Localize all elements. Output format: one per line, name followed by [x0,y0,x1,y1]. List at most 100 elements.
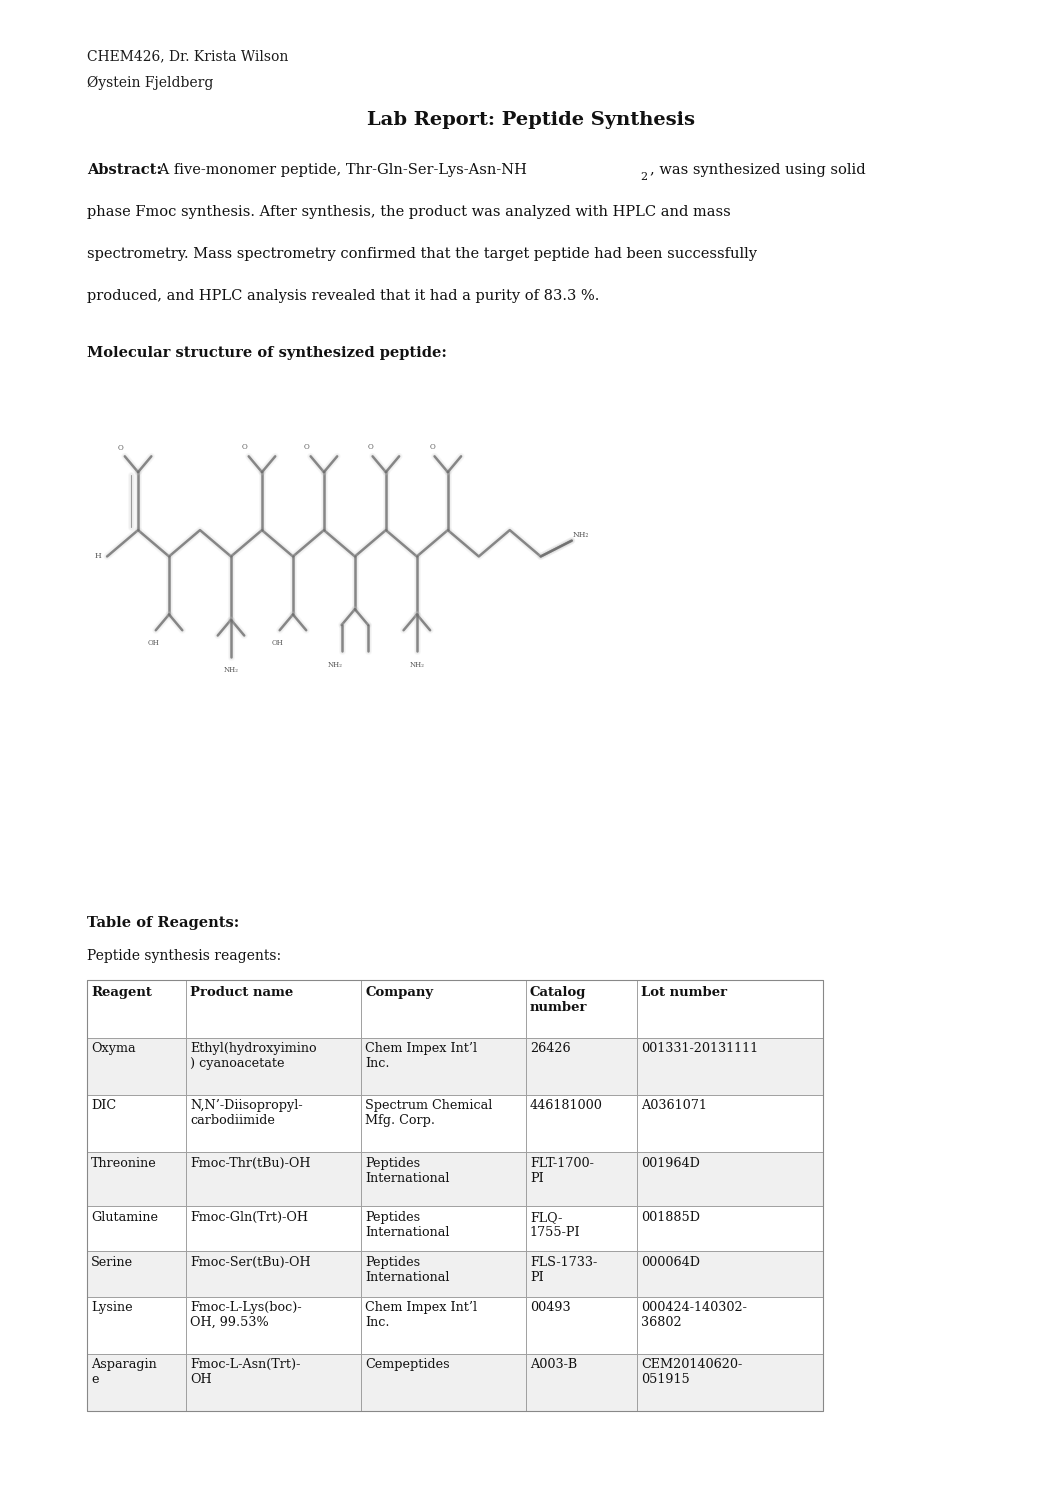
Bar [526,1354,637,1411]
Bar [637,1038,823,1095]
Text: Peptides
International: Peptides International [365,1157,450,1185]
Text: O: O [304,443,309,450]
Text: Catalog
number: Catalog number [530,986,587,1015]
Text: Lab Report: Peptide Synthesis: Lab Report: Peptide Synthesis [367,111,695,130]
Text: 001885D: 001885D [641,1211,701,1224]
Bar [87,1206,186,1251]
Bar [361,1038,526,1095]
Text: Oxyma: Oxyma [91,1042,136,1056]
Text: Ethyl(hydroxyimino
) cyanoacetate: Ethyl(hydroxyimino ) cyanoacetate [190,1042,316,1071]
Text: 001964D: 001964D [641,1157,700,1170]
Text: Serine: Serine [91,1256,134,1270]
Text: Fmoc-L-Asn(Trt)-
OH: Fmoc-L-Asn(Trt)- OH [190,1358,301,1387]
Bar [87,980,186,1038]
Bar [526,1152,637,1206]
Text: Company: Company [365,986,433,1000]
Bar [186,980,361,1038]
Text: CHEM426, Dr. Krista Wilson: CHEM426, Dr. Krista Wilson [87,50,289,63]
Bar [361,1297,526,1354]
Bar [87,1095,186,1152]
Text: Peptides
International: Peptides International [365,1211,450,1239]
Text: FLT-1700-
PI: FLT-1700- PI [530,1157,594,1185]
Bar [361,1206,526,1251]
Text: OH: OH [272,640,284,648]
Text: Table of Reagents:: Table of Reagents: [87,916,239,929]
Text: Molecular structure of synthesized peptide:: Molecular structure of synthesized pepti… [87,346,447,360]
Text: Product name: Product name [190,986,293,1000]
Bar [87,1251,186,1297]
Text: NH₂: NH₂ [223,666,239,673]
Bar [87,1297,186,1354]
Bar [526,980,637,1038]
Bar [361,1095,526,1152]
Text: Fmoc-Thr(tBu)-OH: Fmoc-Thr(tBu)-OH [190,1157,310,1170]
Bar [361,1354,526,1411]
Text: Chem Impex Int’l
Inc.: Chem Impex Int’l Inc. [365,1301,478,1330]
Bar [637,1152,823,1206]
Text: N,N’-Diisopropyl-
carbodiimide: N,N’-Diisopropyl- carbodiimide [190,1099,303,1128]
Bar [186,1354,361,1411]
Bar [87,1354,186,1411]
Bar [361,1251,526,1297]
Text: Øystein Fjeldberg: Øystein Fjeldberg [87,75,213,89]
Text: Abstract:: Abstract: [87,163,162,176]
Text: Cempeptides: Cempeptides [365,1358,450,1372]
Text: FLQ-
1755-PI: FLQ- 1755-PI [530,1211,581,1239]
Bar [637,1297,823,1354]
Bar [87,1038,186,1095]
Bar [186,1297,361,1354]
Text: NH₂: NH₂ [409,661,425,669]
Text: 2: 2 [640,172,648,182]
Text: Fmoc-Gln(Trt)-OH: Fmoc-Gln(Trt)-OH [190,1211,308,1224]
Bar [637,1251,823,1297]
Bar [361,1152,526,1206]
Text: CEM20140620-
051915: CEM20140620- 051915 [641,1358,742,1387]
Bar [526,1297,637,1354]
Text: 446181000: 446181000 [530,1099,603,1113]
Bar [526,1251,637,1297]
Text: O: O [367,443,373,450]
Bar [637,1095,823,1152]
Text: 26426: 26426 [530,1042,570,1056]
Bar [186,1251,361,1297]
Text: O: O [429,443,435,450]
Text: Asparagin
e: Asparagin e [91,1358,157,1387]
Text: NH₂: NH₂ [327,661,342,669]
Text: FLS-1733-
PI: FLS-1733- PI [530,1256,597,1285]
Bar [87,1152,186,1206]
Bar [637,1354,823,1411]
Bar [186,1206,361,1251]
Text: Chem Impex Int’l
Inc.: Chem Impex Int’l Inc. [365,1042,478,1071]
Text: OH: OH [148,640,159,648]
Text: Lot number: Lot number [641,986,727,1000]
Text: 000424-140302-
36802: 000424-140302- 36802 [641,1301,748,1330]
Text: Fmoc-Ser(tBu)-OH: Fmoc-Ser(tBu)-OH [190,1256,311,1270]
Text: A five-monomer peptide, Thr-Gln-Ser-Lys-Asn-NH: A five-monomer peptide, Thr-Gln-Ser-Lys-… [154,163,527,176]
Text: Spectrum Chemical
Mfg. Corp.: Spectrum Chemical Mfg. Corp. [365,1099,493,1128]
Text: A0361071: A0361071 [641,1099,707,1113]
Text: Glutamine: Glutamine [91,1211,158,1224]
Text: 000064D: 000064D [641,1256,701,1270]
Text: O: O [241,443,247,450]
Text: Reagent: Reagent [91,986,152,1000]
Text: Peptide synthesis reagents:: Peptide synthesis reagents: [87,949,281,962]
Text: , was synthesized using solid: , was synthesized using solid [650,163,866,176]
Text: 001331-20131111: 001331-20131111 [641,1042,758,1056]
Bar [186,1038,361,1095]
Bar [87,980,823,1411]
Text: NH₂: NH₂ [572,532,588,539]
Bar [637,1206,823,1251]
Text: H: H [95,553,102,560]
Text: Lysine: Lysine [91,1301,133,1315]
Text: DIC: DIC [91,1099,117,1113]
Text: 00493: 00493 [530,1301,570,1315]
Bar [186,1152,361,1206]
Text: Threonine: Threonine [91,1157,157,1170]
Text: produced, and HPLC analysis revealed that it had a purity of 83.3 %.: produced, and HPLC analysis revealed tha… [87,289,599,303]
Text: phase Fmoc synthesis. After synthesis, the product was analyzed with HPLC and ma: phase Fmoc synthesis. After synthesis, t… [87,205,731,218]
Text: A003-B: A003-B [530,1358,577,1372]
Bar [526,1095,637,1152]
Text: spectrometry. Mass spectrometry confirmed that the target peptide had been succe: spectrometry. Mass spectrometry confirme… [87,247,757,261]
Bar [526,1206,637,1251]
Bar [637,980,823,1038]
